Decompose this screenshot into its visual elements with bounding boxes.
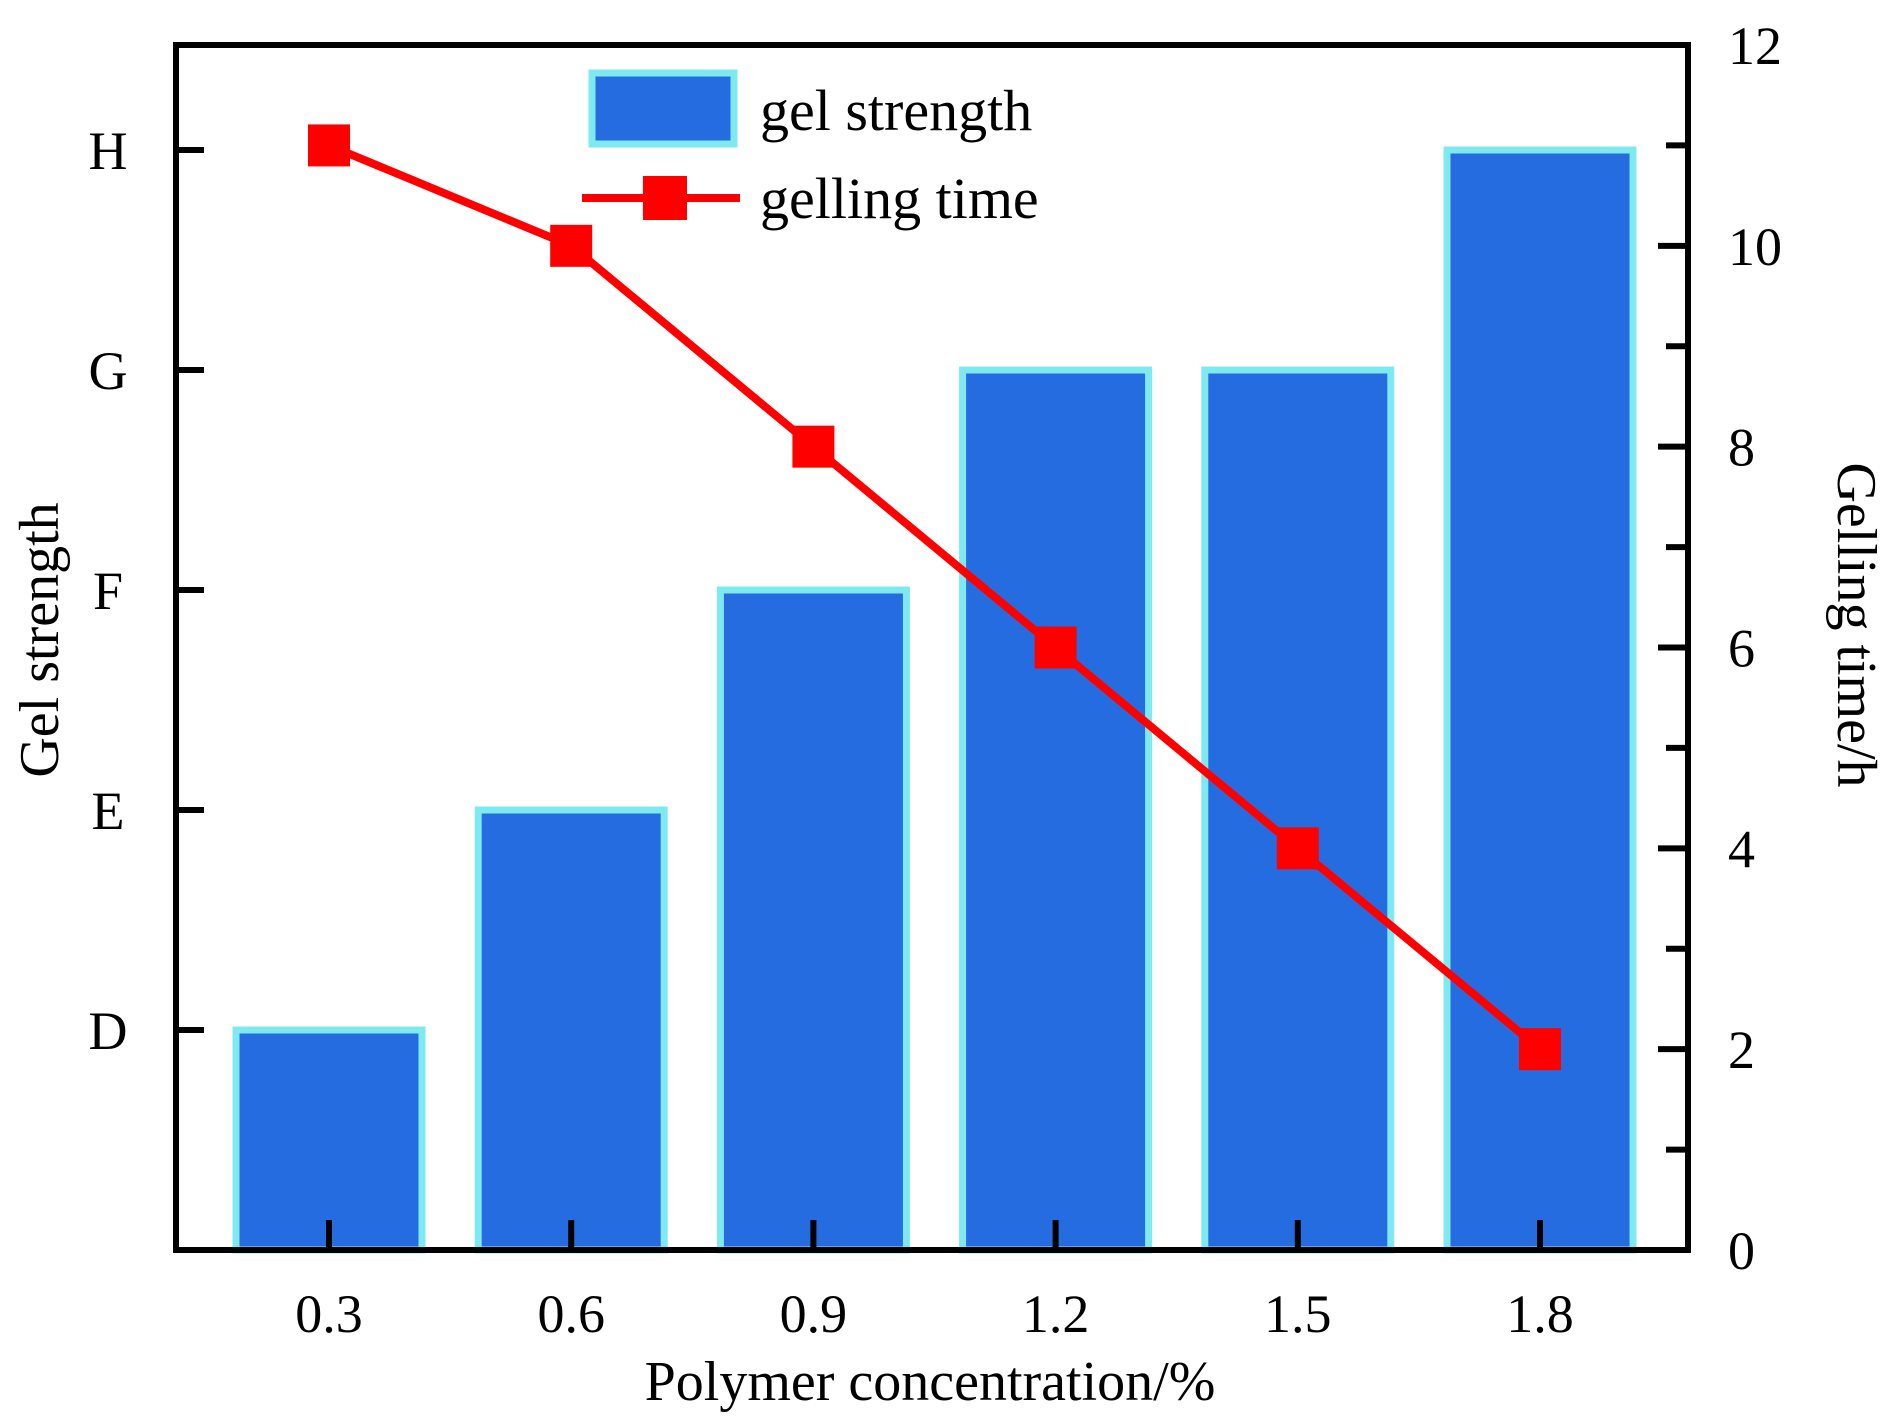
legend: gel strength gelling time [582, 69, 1039, 231]
right-y-tick-label: 12 [1728, 16, 1782, 76]
x-tick-label: 1.2 [1022, 1284, 1090, 1344]
legend-label-gel-strength: gel strength [760, 78, 1032, 143]
axes [173, 42, 1691, 1253]
bar-1.2 [959, 366, 1153, 1254]
bar-1.8 [1443, 146, 1637, 1254]
x-tick-label: 1.5 [1264, 1284, 1332, 1344]
left-y-tick-label: G [89, 341, 128, 401]
tick-labels: 0.3 0.6 0.9 1.2 1.5 1.8 D E F G H 0 2 4 6 8 10 12 [89, 16, 1783, 1344]
right-y-tick-label: 0 [1728, 1221, 1755, 1281]
left-y-tick-label: E [92, 781, 125, 841]
gelling-time-point-1.8 [1519, 1028, 1561, 1071]
x-tick-label: 0.9 [780, 1284, 848, 1344]
x-tick-label: 1.8 [1506, 1284, 1574, 1344]
legend-swatch-gel-strength [588, 69, 738, 148]
bar-0.3 [232, 1026, 426, 1254]
right-y-tick-label: 2 [1728, 1020, 1755, 1080]
right-y-axis-title: Gelling time/h [1825, 462, 1887, 787]
bar-0.9 [716, 586, 910, 1254]
bar-0.6 [474, 806, 668, 1254]
left-y-tick-label: D [89, 1001, 128, 1061]
right-y-tick-label: 4 [1728, 819, 1755, 879]
gelling-time-point-0.9 [792, 425, 835, 468]
right-y-tick-label: 10 [1728, 217, 1782, 277]
x-tick-label: 0.6 [537, 1284, 605, 1344]
bar-1.5 [1201, 366, 1395, 1254]
bar-series-gel-strength [232, 146, 1637, 1254]
gelling-time-point-1.5 [1276, 827, 1319, 870]
line-series-gelling-time [308, 124, 1561, 1071]
legend-label-gelling-time: gelling time [760, 166, 1039, 231]
legend-marker-gelling-time [643, 176, 687, 220]
right-y-tick-label: 8 [1728, 418, 1755, 478]
x-axis-title: Polymer concentration/% [645, 1351, 1216, 1413]
gelling-time-line [327, 141, 1543, 1053]
x-tick-label: 0.3 [295, 1284, 363, 1344]
left-y-tick-label: H [89, 121, 128, 181]
left-y-tick-label: F [93, 561, 123, 621]
gelling-time-point-0.3 [308, 124, 350, 167]
right-y-tick-label: 6 [1728, 619, 1755, 679]
gelling-time-point-1.2 [1034, 626, 1077, 669]
gelling-time-point-0.6 [550, 224, 593, 267]
left-y-axis-title: Gel strength [9, 502, 71, 777]
